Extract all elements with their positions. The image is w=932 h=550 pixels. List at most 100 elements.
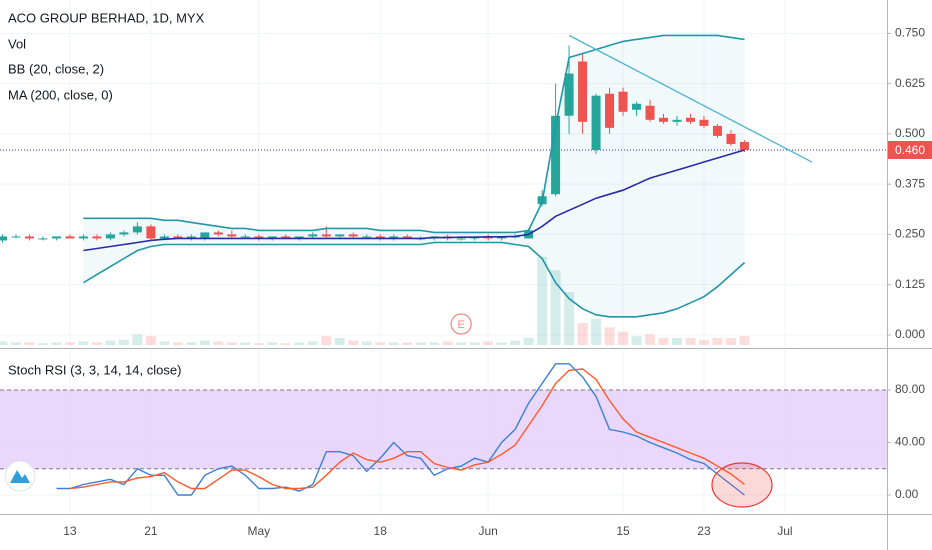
y-tick-label: 0.375 [895, 176, 925, 190]
candle-body [119, 232, 129, 235]
candle-body [78, 236, 88, 239]
volume-bar [712, 337, 723, 345]
x-tick-label: 21 [144, 524, 158, 538]
volume-bar [348, 340, 359, 345]
candle-body [348, 234, 358, 237]
volume-bar [240, 342, 251, 345]
volume-bar [145, 336, 156, 345]
volume-bar [375, 342, 386, 345]
volume-bar [537, 257, 548, 345]
y-tick-label: 0.250 [895, 227, 925, 241]
volume-bar [199, 340, 210, 345]
ma-line [83, 149, 745, 252]
candle-body [605, 93, 615, 128]
earnings-label: E [457, 319, 464, 331]
candle-body [92, 236, 102, 239]
candle-body [321, 234, 331, 237]
candle-body [294, 236, 304, 239]
candle-body [213, 232, 223, 235]
volume-bar [618, 331, 629, 345]
stoch-line [56, 363, 745, 496]
volume-bar [658, 337, 669, 345]
candle-body [24, 236, 34, 239]
x-tick-label: Jul [777, 524, 792, 538]
candle-body [227, 234, 237, 237]
candle-body [659, 117, 669, 122]
y-tick-label: 0.00 [895, 487, 919, 501]
volume-bar [0, 341, 8, 345]
candle-body [186, 236, 196, 239]
candle-body [402, 236, 412, 239]
volume-bar [105, 340, 116, 345]
volume-bar [159, 341, 170, 345]
candle-body [632, 103, 642, 110]
candle-body [267, 236, 277, 239]
candle-body [132, 226, 142, 233]
volume-bar [483, 341, 494, 345]
volume-bar [631, 336, 642, 345]
logo-icon[interactable] [10, 470, 30, 483]
candle-body [281, 236, 291, 239]
volume-bar [213, 341, 224, 345]
volume-bar [186, 342, 197, 345]
indicator-label: Vol [8, 36, 26, 51]
volume-bar [280, 343, 291, 345]
candle-body [65, 236, 75, 239]
candle-body [699, 119, 709, 126]
x-tick-label: 18 [374, 524, 388, 538]
volume-bar [78, 341, 89, 345]
candle-body [173, 236, 183, 239]
y-tick-label: 40.00 [895, 435, 925, 449]
candle-body [335, 234, 345, 237]
candle-body [240, 236, 250, 238]
band-fill [0, 390, 887, 469]
volume-bar [321, 336, 332, 345]
candle-body [672, 119, 682, 122]
y-tick-label: 0.750 [895, 26, 925, 40]
volume-bar [415, 342, 426, 345]
bb-lower [82, 241, 746, 318]
y-tick-label: 0.500 [895, 126, 925, 140]
candle-body [159, 236, 169, 239]
indicator-label: BB (20, close, 2) [8, 61, 104, 76]
candle-body [0, 236, 7, 241]
volume-bar [469, 342, 480, 345]
candle-body [645, 105, 655, 120]
volume-bar [388, 342, 399, 345]
volume-bar [132, 334, 143, 345]
last-price-label: 0.460 [895, 143, 925, 157]
volume-bar [672, 337, 682, 345]
bb-upper [83, 34, 745, 234]
candle-body [200, 232, 210, 239]
volume-bar [51, 342, 62, 345]
volume-bar [456, 342, 467, 345]
candle-body [712, 125, 722, 136]
volume-bar [253, 343, 264, 345]
volume-bar [361, 341, 372, 345]
candle-body [146, 226, 156, 239]
volume-bar [591, 318, 602, 345]
candle-body [375, 236, 385, 239]
volume-bar [10, 342, 21, 345]
y-tick-label: 0.125 [895, 277, 925, 291]
volume-bar [564, 292, 575, 345]
volume-bar [577, 323, 588, 345]
volume-bar [334, 337, 345, 345]
highlight-ellipse [711, 462, 773, 508]
candle-body [551, 115, 561, 195]
candle-body [105, 234, 115, 239]
candle-body [591, 95, 601, 150]
volume-bar [64, 342, 75, 345]
y-tick-label: 80.00 [895, 382, 925, 396]
candle-body [726, 133, 736, 144]
candle-body [456, 238, 466, 240]
x-tick-label: 23 [697, 524, 711, 538]
x-tick-label: 15 [616, 524, 630, 538]
volume-bar [91, 342, 102, 345]
x-tick-label: May [247, 524, 270, 538]
volume-bar [442, 341, 453, 345]
trendline [568, 34, 813, 163]
logo[interactable] [4, 460, 36, 492]
chart-title: ACO GROUP BERHAD, 1D, MYX [8, 10, 205, 25]
